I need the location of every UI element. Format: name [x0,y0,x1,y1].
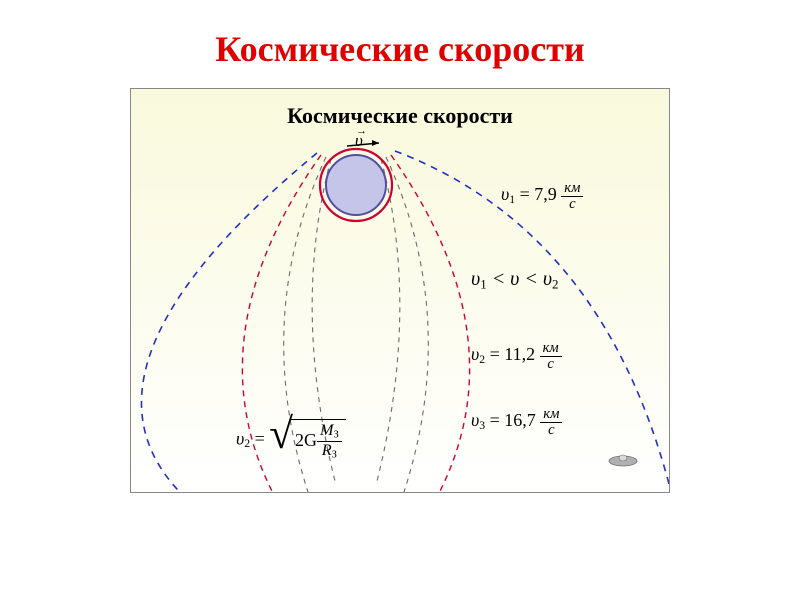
formula-v2-value: υ2 = 11,2 км c [471,341,562,371]
figure-container: Космические скорости → υ υ1 = 7,9 км c [130,88,670,493]
unit-den: c [561,197,583,212]
sub-2: 2 [479,353,485,366]
mid-text: < υ < [492,268,538,290]
eq-text: = 11,2 [490,344,535,364]
page-title: Космические скорости [0,0,800,88]
sub-2: 2 [552,276,559,291]
formula-v3-value: υ3 = 16,7 км c [471,407,562,437]
sub-1: 1 [480,276,487,291]
mass-radius-fraction: MЗ RЗ [317,422,342,461]
sub-3: 3 [479,419,485,432]
satellite-dome [619,455,627,461]
unit-den: c [540,423,562,438]
eq-text: = 7,9 [520,184,557,204]
unit-fraction: км c [540,341,562,371]
unit-den: c [540,357,562,372]
ellipse-inner-right [376,159,400,485]
sub-2: 2 [244,437,250,450]
ellipse-outer-right [386,157,428,493]
unit-fraction: км c [561,181,583,211]
eq-sign: = [255,428,265,448]
frac-den: RЗ [317,442,342,461]
velocity-arrowhead [372,140,379,146]
radicand: 2G MЗ RЗ [291,419,346,461]
formula-v1: υ1 = 7,9 км c [501,181,583,211]
unit-num: км [561,181,583,197]
frac-num: MЗ [317,422,342,442]
var-v: υ [543,268,552,290]
unit-num: км [540,407,562,423]
square-root: √ 2G MЗ RЗ [269,419,345,461]
sub-1: 1 [509,193,515,206]
var-v: υ [471,268,480,290]
radical-sign: √ [269,419,293,461]
parabola-right [391,155,470,493]
trajectory-diagram [131,89,670,493]
unit-fraction: км c [540,407,562,437]
coef-2G: 2G [295,430,317,450]
eq-text: = 16,7 [490,410,536,430]
formula-between: υ1 < υ < υ2 [471,269,559,290]
formula-v2-derivation: υ2 = √ 2G MЗ RЗ [236,419,346,461]
velocity-vector-label: υ [355,131,363,151]
unit-num: км [540,341,562,357]
earth-icon [326,155,386,215]
